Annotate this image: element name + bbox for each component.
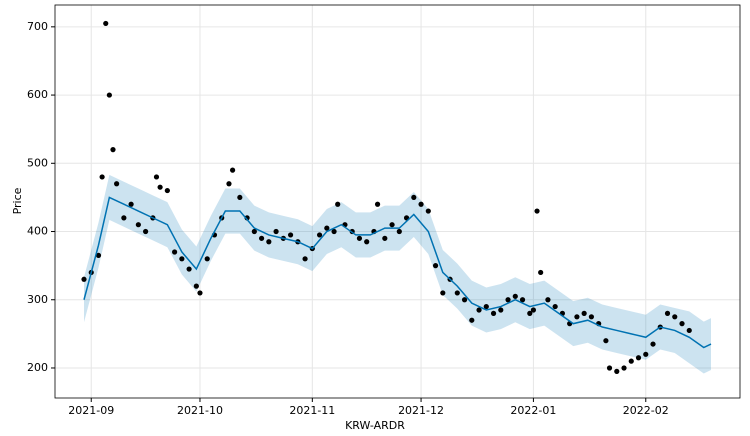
- y-tick-label: 400: [27, 225, 48, 238]
- data-point: [316, 232, 323, 238]
- data-point: [411, 194, 417, 201]
- x-tick-label: 2021-11: [289, 404, 335, 417]
- data-point: [440, 290, 446, 296]
- data-point: [588, 314, 595, 320]
- data-point: [302, 256, 308, 262]
- forecast-line: [83, 196, 712, 349]
- x-tick-label: 2021-10: [177, 404, 223, 417]
- data-point: [204, 256, 210, 262]
- data-point: [538, 269, 544, 276]
- data-point: [287, 232, 294, 238]
- data-point: [121, 215, 127, 221]
- data-point: [483, 303, 489, 310]
- data-point: [266, 239, 272, 245]
- data-point: [153, 174, 160, 180]
- data-point: [664, 310, 671, 316]
- data-point: [621, 365, 627, 371]
- data-point: [389, 222, 395, 228]
- data-point: [432, 263, 439, 269]
- data-point: [237, 194, 243, 201]
- data-point: [469, 317, 475, 323]
- data-point: [534, 208, 540, 214]
- plot-frame: [54, 4, 741, 399]
- data-point: [461, 297, 468, 303]
- data-point: [335, 201, 341, 207]
- data-point: [95, 252, 102, 259]
- data-point: [512, 293, 518, 299]
- data-point: [324, 225, 330, 231]
- data-point: [614, 368, 620, 374]
- data-point: [226, 181, 232, 187]
- data-point: [99, 174, 105, 180]
- data-point: [581, 310, 587, 316]
- data-point: [519, 297, 526, 303]
- y-tick-label: 600: [27, 88, 48, 101]
- y-tick-label: 300: [27, 293, 48, 306]
- data-point: [672, 314, 678, 320]
- data-point: [273, 228, 279, 235]
- x-tick-label: 2021-09: [68, 404, 114, 417]
- data-point: [396, 228, 402, 235]
- data-point: [545, 297, 551, 303]
- x-tick-label: 2022-01: [510, 404, 556, 417]
- data-point: [606, 365, 613, 371]
- data-point: [382, 235, 388, 241]
- data-point: [505, 297, 511, 303]
- data-point: [229, 167, 236, 173]
- data-point: [364, 239, 370, 245]
- data-point: [356, 235, 363, 241]
- data-point: [650, 341, 656, 347]
- data-point: [197, 290, 203, 296]
- y-tick-label: 200: [27, 361, 48, 374]
- data-point: [679, 321, 685, 327]
- data-point: [374, 201, 381, 207]
- data-point: [530, 307, 537, 313]
- uncertainty-band: [83, 174, 712, 374]
- x-tick-label: 2022-02: [623, 404, 669, 417]
- data-point: [251, 228, 257, 235]
- data-point: [179, 256, 185, 262]
- data-point: [331, 228, 337, 235]
- data-point: [164, 187, 170, 194]
- data-point: [106, 92, 112, 98]
- data-point: [635, 355, 642, 361]
- data-point: [172, 249, 178, 255]
- y-tick-label: 500: [27, 156, 48, 169]
- data-point: [81, 276, 87, 282]
- data-point: [476, 307, 482, 313]
- data-point: [128, 201, 134, 207]
- data-point: [454, 290, 460, 296]
- x-tick-label: 2021-12: [398, 404, 444, 417]
- data-point: [574, 314, 580, 320]
- data-point: [425, 208, 431, 214]
- data-point: [628, 358, 634, 364]
- data-point: [143, 228, 149, 235]
- data-point: [258, 235, 265, 241]
- data-point: [186, 266, 192, 272]
- data-point: [114, 181, 120, 187]
- data-point: [418, 201, 424, 207]
- y-axis-label: Price: [11, 187, 24, 214]
- y-tick-label: 700: [27, 20, 48, 33]
- data-point: [603, 338, 609, 344]
- data-point: [552, 303, 558, 310]
- data-point: [686, 327, 692, 334]
- data-point: [157, 184, 163, 190]
- data-point: [498, 307, 504, 313]
- data-point: [193, 283, 199, 289]
- x-axis-label: KRW-ARDR: [345, 419, 405, 432]
- data-point: [135, 222, 141, 228]
- data-point: [643, 351, 649, 357]
- data-point: [103, 20, 109, 27]
- data-point: [527, 310, 533, 316]
- data-point: [490, 310, 497, 316]
- data-point: [110, 147, 116, 153]
